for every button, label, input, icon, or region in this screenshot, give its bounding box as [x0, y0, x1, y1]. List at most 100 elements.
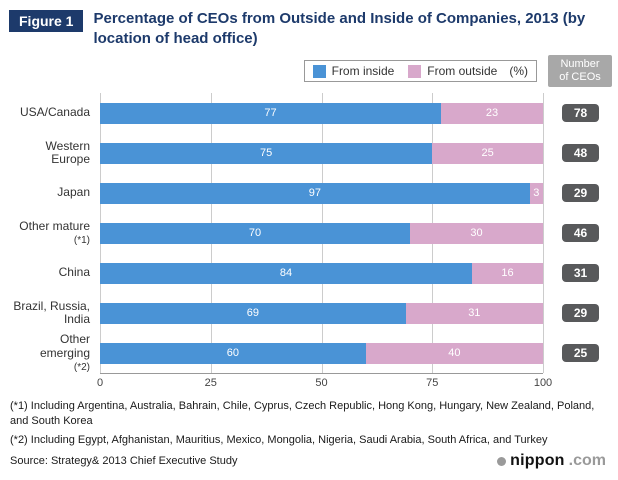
bar-segment-outside: 25 [432, 142, 543, 164]
ceo-count-badge: 78 [562, 104, 599, 123]
axis-tick-label: 25 [204, 377, 217, 390]
category-label: USA/Canada [19, 105, 90, 120]
stacked-bar: 60 40 [100, 342, 543, 364]
stacked-bar: 84 16 [100, 262, 543, 284]
legend-row: From inside From outside (%) Number of CE… [100, 55, 618, 88]
bar-segment-inside: 77 [100, 102, 442, 124]
bar-segment-outside: 23 [441, 102, 543, 124]
bar-segment-inside: 97 [100, 182, 530, 204]
bar-value-inside: 69 [246, 307, 259, 320]
logo-name: nippon [510, 452, 565, 470]
x-axis: 0 25 50 75 100 [96, 373, 552, 391]
category-label-cell: Western Europe [12, 138, 100, 168]
stacked-bar: 70 30 [100, 222, 543, 244]
logo-dot-icon [497, 456, 507, 466]
legend-label-inside: From inside [331, 64, 395, 79]
bar-value-outside: 30 [470, 227, 483, 240]
chart-row: Other mature (*1) 70 30 46 [12, 213, 618, 253]
bar-value-outside: 3 [533, 187, 540, 200]
bar-segment-inside: 84 [100, 262, 473, 284]
axis-tick-label: 0 [96, 377, 104, 390]
category-label: Other emerging [39, 332, 90, 361]
legend-label-outside: From outside [427, 64, 498, 79]
ceo-count-cell: 31 [543, 264, 618, 283]
bar-segment-inside: 60 [100, 342, 366, 364]
ceo-count-badge: 46 [562, 224, 599, 243]
bar-value-inside: 60 [226, 347, 240, 360]
bar-value-outside: 16 [501, 267, 514, 280]
axis-tick-label: 100 [533, 377, 553, 390]
bar-segment-inside: 75 [100, 142, 433, 164]
bar-segment-outside: 16 [472, 262, 543, 284]
stacked-bar-chart: USA/Canada 77 23 78 Western Europe 75 25 [12, 93, 618, 391]
ceo-count-badge: 29 [562, 184, 599, 203]
category-label: Western Europe [45, 138, 90, 167]
figure-label: Figure 1 [9, 10, 84, 32]
bar-value-inside: 97 [308, 187, 321, 200]
bar-value-outside: 31 [468, 307, 481, 320]
gridline [543, 93, 544, 374]
bar-value-inside: 77 [264, 107, 277, 120]
bar-segment-inside: 70 [100, 222, 411, 244]
source-line: Source: Strategy& 2013 Chief Executive S… [10, 455, 238, 468]
stacked-bar: 75 25 [100, 142, 543, 164]
chart-row: USA/Canada 77 23 78 [12, 93, 618, 133]
nippon-logo[interactable]: nippon .com [497, 452, 606, 470]
figure-header: Figure 1 Percentage of CEOs from Outside… [0, 0, 618, 50]
category-note: (*1) [73, 235, 90, 247]
ceo-count-cell: 29 [543, 304, 618, 323]
ceo-count-badge: 48 [562, 144, 599, 163]
ceo-count-badge: 25 [562, 344, 599, 363]
chart-row: Western Europe 75 25 48 [12, 133, 618, 173]
bar-segment-outside: 3 [529, 182, 543, 204]
legend-swatch-outside [408, 64, 422, 78]
bar-segment-outside: 40 [365, 342, 543, 364]
chart-row: Other emerging (*2) 60 40 25 [12, 333, 618, 373]
category-label-cell: Brazil, Russia, India [12, 298, 100, 328]
stacked-bar: 69 31 [100, 302, 543, 324]
category-label-cell: Other emerging (*2) [12, 333, 100, 373]
bar-value-outside: 40 [448, 347, 461, 360]
ceo-count-cell: 25 [543, 344, 618, 363]
axis-tick-label: 75 [426, 377, 439, 390]
stacked-bar: 77 23 [100, 102, 543, 124]
bar-value-inside: 70 [248, 227, 262, 240]
category-label: Japan [57, 185, 90, 200]
bar-value-inside: 84 [279, 267, 293, 280]
ceo-count-badge: 29 [562, 304, 599, 323]
bar-segment-outside: 30 [410, 222, 543, 244]
category-label-cell: USA/Canada [12, 106, 100, 120]
bar-value-outside: 25 [481, 147, 494, 160]
legend-unit: (%) [509, 64, 528, 79]
ceo-count-cell: 78 [543, 104, 618, 123]
category-label-cell: China [12, 266, 100, 280]
bar-segment-outside: 31 [405, 302, 543, 324]
bar-value-inside: 75 [260, 147, 273, 160]
ceo-count-header: Number of CEOs [548, 55, 612, 88]
chart-title: Percentage of CEOs from Outside and Insi… [93, 10, 586, 47]
category-label: China [58, 265, 90, 280]
ceo-count-cell: 29 [543, 184, 618, 203]
footnotes: (*1) Including Argentina, Australia, Bah… [10, 399, 606, 447]
chart-row: Japan 97 3 29 [12, 173, 618, 213]
category-label-cell: Other mature (*1) [12, 219, 100, 247]
logo-tld: .com [568, 452, 606, 470]
legend-swatch-inside [312, 64, 326, 78]
bottom-row: Source: Strategy& 2013 Chief Executive S… [10, 452, 606, 470]
ceo-count-cell: 48 [543, 144, 618, 163]
bar-segment-inside: 69 [100, 302, 406, 324]
chart-row: Brazil, Russia, India 69 31 29 [12, 293, 618, 333]
category-label-cell: Japan [12, 186, 100, 200]
bar-value-outside: 23 [485, 107, 499, 120]
chart-rows: USA/Canada 77 23 78 Western Europe 75 25 [12, 93, 618, 373]
footnote-2: (*2) Including Egypt, Afghanistan, Mauri… [10, 433, 548, 446]
chart-row: China 84 16 31 [12, 253, 618, 293]
ceo-count-badge: 31 [562, 264, 599, 283]
footnote-1: (*1) Including Argentina, Australia, Bah… [10, 400, 595, 427]
ceo-count-cell: 46 [543, 224, 618, 243]
category-label: Other mature [19, 219, 90, 234]
category-label: Brazil, Russia, India [13, 298, 90, 327]
legend: From inside From outside (%) [303, 60, 537, 83]
axis-tick-label: 50 [315, 377, 328, 390]
